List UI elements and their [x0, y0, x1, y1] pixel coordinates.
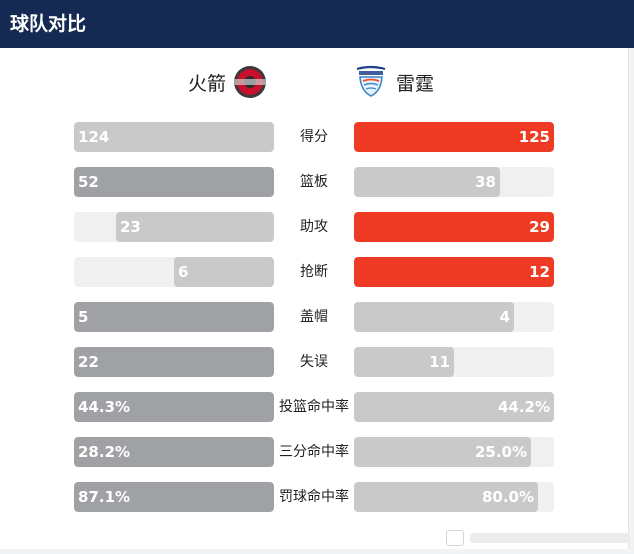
team-left-name: 火箭 — [188, 72, 227, 95]
right-value: 125 — [518, 128, 550, 146]
right-bar-fill — [354, 212, 554, 242]
right-bar-track: 80.0% — [354, 482, 554, 512]
stat-row: 124 125 得分 — [0, 122, 634, 152]
watermark-icon — [446, 530, 464, 546]
left-bar-fill — [74, 122, 274, 152]
right-bar-track: 38 — [354, 167, 554, 197]
stat-row: 22 11 失误 — [0, 347, 634, 377]
stat-label: 三分命中率 — [279, 444, 349, 460]
stat-label: 投篮命中率 — [279, 399, 349, 415]
left-bar-fill — [74, 302, 274, 332]
rockets-logo-icon — [234, 66, 267, 98]
left-bar-track: 28.2% — [74, 437, 274, 467]
right-bar-track: 4 — [354, 302, 554, 332]
right-bar-fill — [354, 257, 554, 287]
right-bar-fill — [354, 437, 531, 467]
right-value: 38 — [475, 173, 496, 191]
left-bar-track: 6 — [74, 257, 274, 287]
left-bar-track: 22 — [74, 347, 274, 377]
left-value: 87.1% — [78, 488, 131, 506]
stat-label: 抢断 — [300, 264, 328, 280]
left-value: 28.2% — [78, 443, 131, 461]
right-bar-fill — [354, 122, 554, 152]
right-value: 11 — [429, 353, 450, 371]
right-bar-track: 11 — [354, 347, 554, 377]
left-bar-track: 44.3% — [74, 392, 274, 422]
team-right: 雷霆 — [354, 65, 435, 98]
left-value: 124 — [78, 128, 110, 146]
left-value: 44.3% — [78, 398, 131, 416]
left-bar-fill — [174, 257, 274, 287]
right-bar-fill — [354, 392, 554, 422]
right-bar-track: 12 — [354, 257, 554, 287]
right-bar-fill — [354, 167, 500, 197]
right-bar-track: 29 — [354, 212, 554, 242]
team-right-name: 雷霆 — [396, 72, 435, 95]
thunder-logo-icon — [356, 65, 386, 97]
page-title: 球队对比 — [0, 0, 634, 48]
stat-label: 得分 — [300, 129, 328, 145]
right-value: 4 — [499, 308, 510, 326]
left-value: 52 — [78, 173, 99, 191]
right-bar-fill — [354, 302, 514, 332]
right-value: 29 — [529, 218, 550, 236]
left-value: 22 — [78, 353, 99, 371]
left-bar-track: 5 — [74, 302, 274, 332]
right-value: 80.0% — [481, 488, 534, 506]
stat-label: 盖帽 — [300, 309, 328, 325]
left-bar-track: 87.1% — [74, 482, 274, 512]
right-value: 44.2% — [497, 398, 550, 416]
left-value: 23 — [120, 218, 141, 236]
left-bar-fill — [74, 347, 274, 377]
stat-row: 44.3% 44.2% 投篮命中率 — [0, 392, 634, 422]
stat-row: 23 29 助攻 — [0, 212, 634, 242]
watermark-bar — [470, 533, 630, 543]
stat-label: 助攻 — [300, 219, 328, 235]
right-bar-track: 44.2% — [354, 392, 554, 422]
left-value: 6 — [178, 263, 189, 281]
stat-row: 5 4 盖帽 — [0, 302, 634, 332]
left-bar-fill — [74, 437, 274, 467]
stat-row: 6 12 抢断 — [0, 257, 634, 287]
left-bar-track: 52 — [74, 167, 274, 197]
right-bar-fill — [354, 347, 454, 377]
stat-row: 87.1% 80.0% 罚球命中率 — [0, 482, 634, 512]
left-bar-track: 23 — [74, 212, 274, 242]
left-bar-fill — [116, 212, 274, 242]
right-value: 25.0% — [474, 443, 527, 461]
left-bar-fill — [74, 482, 274, 512]
right-bar-track: 25.0% — [354, 437, 554, 467]
stat-row: 52 38 篮板 — [0, 167, 634, 197]
right-value: 12 — [529, 263, 550, 281]
right-bar-track: 125 — [354, 122, 554, 152]
stat-label: 罚球命中率 — [279, 489, 349, 505]
left-bar-fill — [74, 392, 274, 422]
left-bar-fill — [74, 167, 274, 197]
left-value: 5 — [78, 308, 89, 326]
left-bar-track: 124 — [74, 122, 274, 152]
right-bar-fill — [354, 482, 538, 512]
stat-row: 28.2% 25.0% 三分命中率 — [0, 437, 634, 467]
stat-label: 篮板 — [300, 174, 328, 190]
watermark — [446, 528, 630, 548]
team-left: 火箭 — [188, 66, 267, 98]
stat-label: 失误 — [300, 354, 328, 370]
